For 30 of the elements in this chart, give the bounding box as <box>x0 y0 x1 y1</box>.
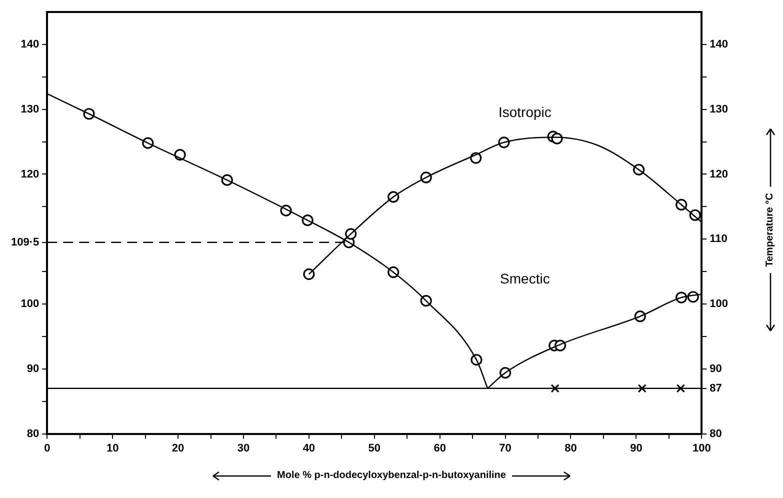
annotation: Isotropic <box>498 104 552 120</box>
y-tick-label: 109·5 <box>10 236 40 248</box>
y2-axis-title: Temperature °C <box>764 193 776 267</box>
y2-tick-label: 80 <box>710 428 722 440</box>
x-tick-label: 30 <box>237 442 250 454</box>
x-tick-label: 60 <box>434 442 446 454</box>
x-tick-label: 80 <box>564 442 577 454</box>
x-tick-label: 50 <box>368 442 381 454</box>
y-tick-label: 120 <box>20 168 40 180</box>
y-tick-label: 90 <box>26 362 40 375</box>
y2-tick-label: 140 <box>710 38 728 50</box>
x-tick-label: 10 <box>106 442 119 454</box>
y-tick-label: 130 <box>20 103 40 116</box>
y2-tick-label: 90 <box>710 362 722 375</box>
annotation: Smectic <box>500 270 550 287</box>
y2-tick-label: 130 <box>710 103 728 116</box>
x-tick-label: 100 <box>692 442 711 454</box>
y2-tick-label: 100 <box>710 298 728 310</box>
y2-tick-label: 110 <box>710 233 728 246</box>
y2-tick-label: 120 <box>710 168 728 180</box>
x-tick-label: 20 <box>172 442 184 454</box>
x-tick-label: 70 <box>499 442 512 454</box>
x-axis-title: Mole % p-n-dodecyloxybenzal-p-n-butoxyaniline <box>277 470 506 481</box>
y-tick-label: 100 <box>20 298 40 310</box>
x-tick-label: 90 <box>630 442 642 454</box>
y-tick-label: 80 <box>26 428 40 440</box>
y-tick-label: 140 <box>20 38 40 50</box>
y2-tick-label: 87 <box>710 382 722 394</box>
x-tick-label: 40 <box>302 442 316 454</box>
x-tick-label: 0 <box>44 442 50 454</box>
